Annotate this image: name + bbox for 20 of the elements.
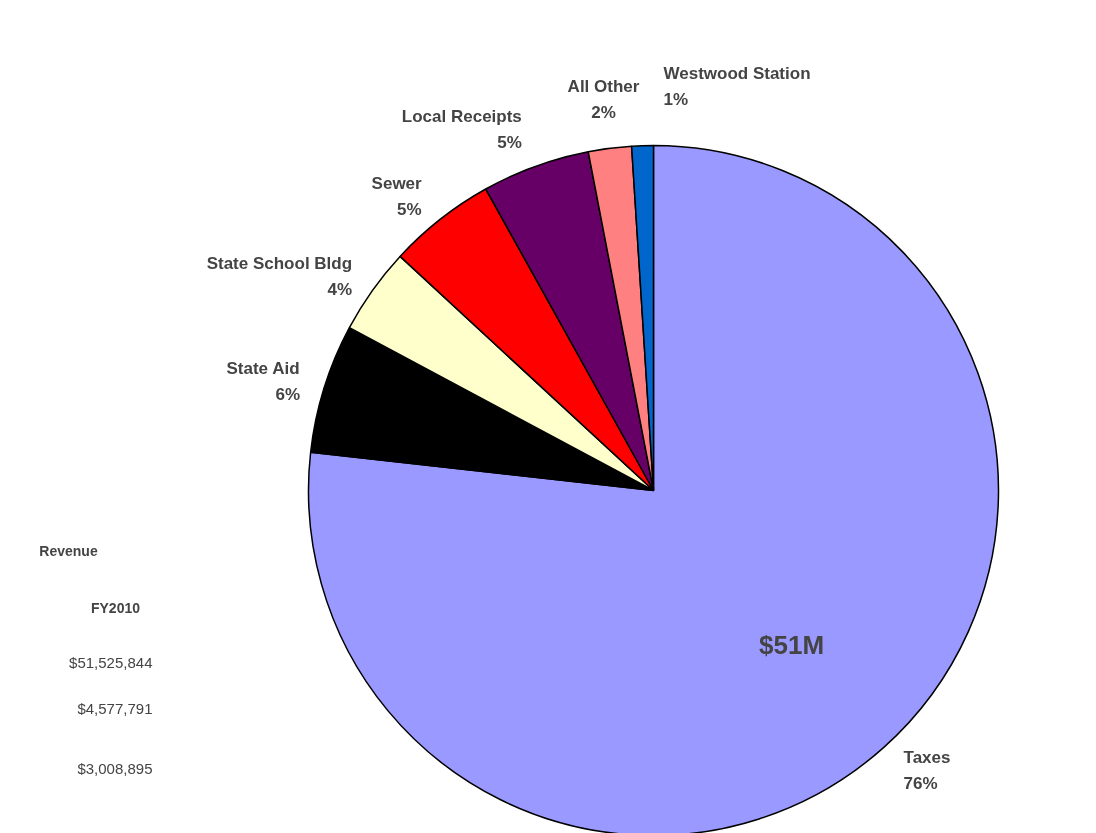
text: $3,008,895 [77,760,153,777]
slice-label: All Other [567,77,640,97]
text: Revenue [39,542,98,559]
text: FY2010 [90,599,141,616]
text: $51M [759,629,825,660]
text: $51,525,844 [69,654,153,671]
data-label: 5% [497,133,522,153]
data-label: 2% [591,103,616,123]
text: $4,577,791 [77,700,153,717]
data-label: 6% [275,385,301,405]
slice-label: Local Receipts [401,107,522,127]
slice-label: Sewer [371,174,423,194]
data-label: 5% [397,200,422,220]
slice-label: Taxes [903,748,951,768]
slice-label: Westwood Station [663,64,811,84]
slice-label: State Aid [226,359,300,379]
data-label: 1% [663,90,689,110]
data-label: 76% [903,774,938,794]
data-label: 4% [327,280,353,300]
slice-label: State School Bldg [206,254,353,274]
